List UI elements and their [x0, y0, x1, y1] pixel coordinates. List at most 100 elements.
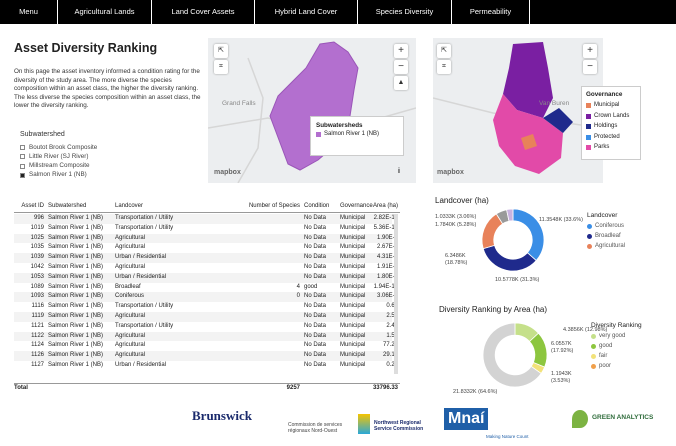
- data-label: 1.1943K (3.53%): [551, 371, 572, 384]
- table-cell: Municipal: [340, 313, 366, 319]
- nav-item[interactable]: Agricultural Lands: [58, 0, 152, 24]
- table-cell: Municipal: [340, 342, 366, 349]
- map-legend: Governance Municipal Crown Lands Holdings Pr…: [581, 86, 641, 160]
- table-cell: Agricultural: [115, 264, 146, 270]
- zoom-out[interactable]: −: [394, 60, 408, 74]
- table-cell: 0.66: [386, 303, 398, 310]
- footer-logos: Brunswick Commission de services régionau…: [180, 400, 676, 444]
- legend-title: Subwatersheds: [316, 122, 363, 129]
- table-cell: 1093: [30, 293, 44, 300]
- legend-item: Protected: [594, 133, 620, 140]
- table-cell: 4: [296, 283, 300, 290]
- checkbox[interactable]: [20, 154, 25, 160]
- table-cell: Salmon River 1 (NB): [48, 293, 104, 300]
- nav-item[interactable]: Hybrid Land Cover: [255, 0, 358, 24]
- table-cell: No Data: [304, 215, 327, 221]
- map-tool[interactable]: ⇱: [437, 44, 451, 58]
- table-cell: 1121: [31, 322, 44, 329]
- table-cell: 1025: [30, 234, 44, 241]
- nav-item[interactable]: Species Diversity: [358, 0, 452, 24]
- attribution: mapbox: [214, 169, 241, 176]
- checkbox[interactable]: [20, 172, 25, 178]
- table-cell: Municipal: [340, 224, 366, 231]
- table-cell: Salmon River 1 (NB): [48, 303, 104, 310]
- table-cell: 1035: [30, 244, 44, 251]
- table-cell: 3.06E-9: [376, 293, 398, 300]
- donut-segment[interactable]: [482, 244, 537, 272]
- map-tool[interactable]: ⇱: [214, 44, 228, 58]
- legend-swatch: [586, 134, 591, 140]
- table-cell: 996: [33, 215, 44, 221]
- table-cell: Municipal: [340, 215, 366, 221]
- data-label: 6.3486K (18.78%): [445, 253, 468, 266]
- table-cell: No Data: [304, 342, 327, 349]
- legend-dot: [591, 354, 596, 359]
- map-canvas: [433, 42, 603, 174]
- zoom-in[interactable]: +: [394, 44, 408, 58]
- info-icon: i: [398, 168, 400, 175]
- zoom-in[interactable]: +: [583, 44, 597, 58]
- table-cell: Municipal: [340, 234, 366, 241]
- donut-segment[interactable]: [482, 322, 542, 388]
- table-cell: 1122: [31, 332, 44, 339]
- table-cell: Salmon River 1 (NB): [48, 362, 104, 368]
- zoom-out[interactable]: −: [583, 60, 597, 74]
- table: Asset ID Subwatershed Landcover Number of S…: [14, 200, 400, 396]
- table-cell: No Data: [304, 352, 327, 359]
- table-cell: 1116: [31, 303, 44, 310]
- table-cell: Landcover: [115, 203, 144, 209]
- logo-text: Brunswick: [192, 408, 252, 423]
- table-cell: Municipal: [340, 322, 366, 329]
- data-label: 4.3856K (12.98%): [563, 327, 608, 333]
- logo-text: Commission de services régionaux Nord-Ou…: [288, 422, 343, 434]
- legend-item: Holdings: [594, 123, 618, 129]
- option-label: Salmon River 1 (NB): [29, 171, 87, 179]
- table-cell: No Data: [304, 224, 327, 231]
- table-cell: No Data: [304, 254, 327, 261]
- map-tool[interactable]: ⌗: [214, 60, 228, 74]
- row-stripe: [14, 253, 392, 263]
- checkbox[interactable]: [20, 145, 25, 150]
- table-cell: Condition: [304, 203, 330, 209]
- table-cell: Municipal: [340, 264, 366, 270]
- map[interactable]: ⇱ ⌗ + − ▲ Grand Falls Subwatersheds Salmon…: [208, 38, 416, 183]
- legend-item: fair: [599, 353, 608, 359]
- donut-segment[interactable]: [506, 208, 514, 222]
- place-label: Van Buren: [539, 100, 570, 107]
- table-cell: 1124: [31, 342, 44, 349]
- nav-item[interactable]: Permeability: [452, 0, 530, 24]
- scrollbar: [394, 214, 398, 374]
- table-cell: 1.94E-10: [373, 283, 398, 290]
- checkbox[interactable]: [20, 163, 25, 169]
- table-cell: 1126: [31, 352, 44, 359]
- legend-title: Governance: [586, 91, 623, 98]
- table-cell: Agricultural: [115, 234, 146, 241]
- row-stripe: [14, 292, 392, 303]
- nav-item[interactable]: Menu: [0, 0, 58, 24]
- option-label: Little River (SJ River): [29, 152, 89, 160]
- table-cell: 1089: [30, 283, 44, 290]
- nav-item[interactable]: Land Cover Assets: [152, 0, 255, 24]
- table-cell: Municipal: [340, 332, 366, 339]
- data-label: 1.0333K (3.06%): [435, 214, 477, 220]
- compass[interactable]: ▲: [394, 76, 408, 90]
- table-cell: 0.25: [386, 362, 398, 368]
- legend-item: poor: [599, 363, 612, 369]
- legend-item: Salmon River 1 (NB): [324, 131, 380, 137]
- table-cell: Urban / Residential: [115, 273, 167, 280]
- table-cell: 1.90E-8: [376, 234, 398, 241]
- option-label: Millstream Composite: [29, 162, 90, 170]
- map-tool[interactable]: ⌗: [437, 60, 451, 74]
- map[interactable]: ⇱ ⌗ + − Van Buren Governance Municipal Crow…: [433, 38, 641, 183]
- nav-bar: Menu Agricultural Lands Land Cover Assets H…: [0, 0, 676, 24]
- table-cell: Municipal: [340, 244, 366, 251]
- table-cell: Agricultural: [115, 313, 146, 319]
- table-cell: Urban / Residential: [115, 254, 167, 261]
- legend-dot: [587, 244, 592, 249]
- row-stripe: [14, 351, 392, 361]
- legend-swatch: [586, 145, 591, 150]
- row-stripe: [14, 312, 392, 322]
- legend-dot: [591, 334, 596, 339]
- legend-swatch: [316, 132, 321, 137]
